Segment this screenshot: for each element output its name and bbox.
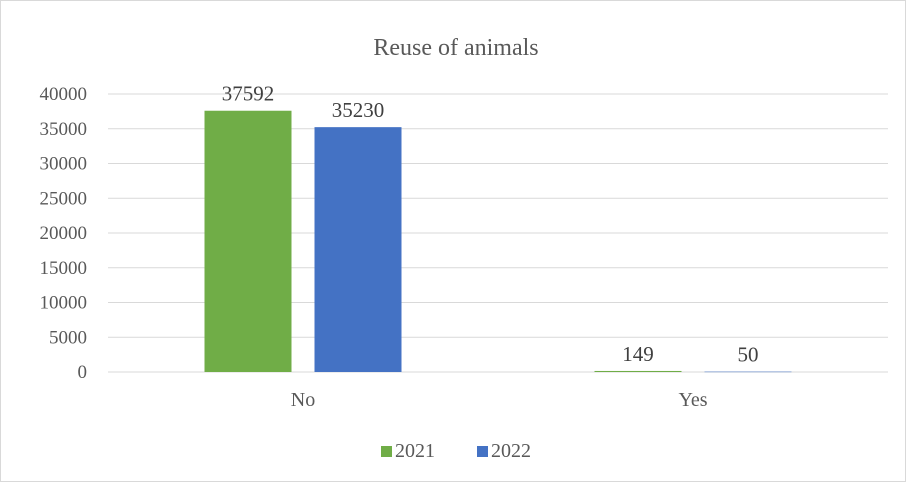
data-label: 35230 [332, 98, 385, 122]
data-labels: 37592 35230 149 50 [222, 82, 759, 367]
x-tick-label: Yes [678, 389, 707, 411]
y-tick-label: 30000 [40, 154, 88, 175]
bar-no-2021 [204, 110, 292, 373]
bars [204, 110, 792, 373]
y-tick-label: 20000 [40, 223, 88, 244]
legend-label: 2021 [395, 440, 435, 462]
y-axis-ticks: 0 5000 10000 15000 20000 25000 30000 35000 40000 [40, 84, 88, 383]
y-tick-label: 40000 [40, 84, 88, 105]
legend-label: 2022 [491, 440, 531, 462]
y-tick-label: 25000 [40, 188, 88, 209]
y-tick-label: 0 [78, 362, 88, 383]
y-tick-label: 35000 [40, 119, 88, 140]
data-label: 50 [738, 343, 759, 367]
y-tick-label: 15000 [40, 258, 88, 279]
bar-no-2022 [314, 127, 402, 373]
chart-title: Reuse of animals [373, 35, 538, 61]
legend: 2021 2022 [381, 440, 531, 462]
x-tick-label: No [291, 389, 315, 411]
bar-yes-2021 [594, 370, 682, 372]
data-label: 149 [622, 342, 654, 366]
x-axis-ticks: No Yes [291, 389, 708, 411]
data-label: 37592 [222, 82, 275, 106]
bar-yes-2022 [704, 371, 792, 373]
y-tick-label: 10000 [40, 293, 88, 314]
legend-swatch-2022 [477, 446, 488, 457]
y-tick-label: 5000 [49, 327, 87, 348]
legend-swatch-2021 [381, 446, 392, 457]
